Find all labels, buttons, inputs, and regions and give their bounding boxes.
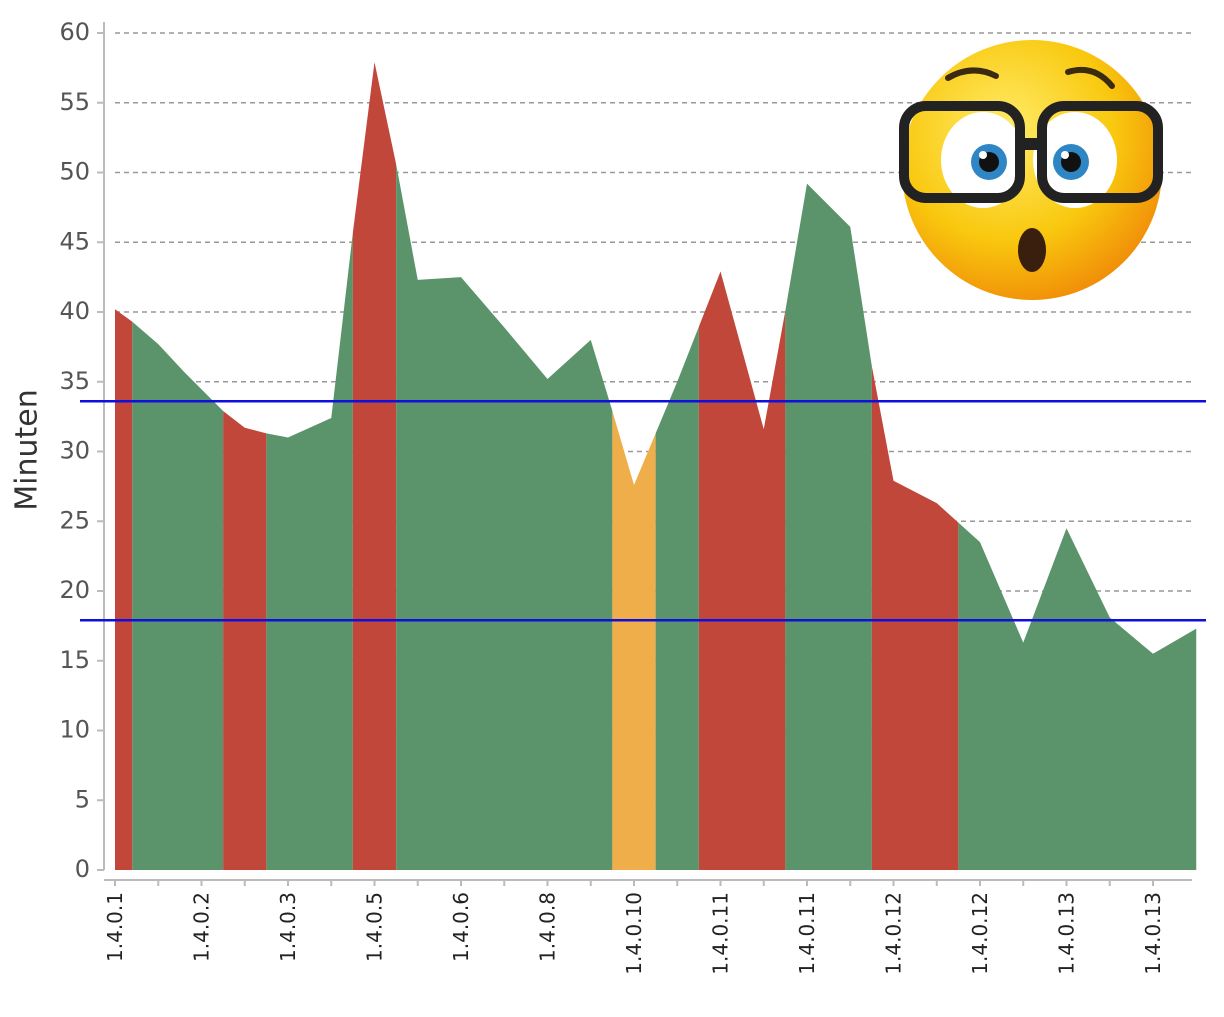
x-tick-label: 1.4.0.12 (882, 892, 906, 975)
y-tick-label: 15 (59, 646, 90, 674)
x-tick-label: 1.4.0.2 (190, 892, 214, 962)
status-band-red (115, 309, 133, 871)
status-band-green (958, 522, 1197, 870)
x-tick-label: 1.4.0.11 (795, 892, 819, 975)
status-band-red (352, 62, 397, 871)
x-tick-labels: 1.4.0.1 1.4.0.2 1.4.0.3 1.4.0.5 1.4.0.6 1.4.0… (103, 892, 1165, 975)
y-tick-label: 50 (59, 158, 90, 186)
y-tick-label: 60 (59, 18, 90, 46)
y-tick-label: 20 (59, 576, 90, 604)
y-tick-label: 25 (59, 506, 90, 534)
x-tick-label: 1.4.0.11 (709, 892, 733, 975)
status-band-red (223, 411, 267, 870)
x-tick-label: 1.4.0.12 (968, 892, 992, 975)
y-tick-label: 45 (59, 227, 90, 255)
surprised-mouth (1018, 228, 1046, 272)
x-tick-label: 1.4.0.8 (536, 892, 560, 962)
status-band-green (396, 164, 613, 870)
status-band-green (655, 326, 699, 871)
y-tick-label: 0 (75, 855, 90, 883)
x-tick-label: 1.4.0.10 (622, 892, 646, 975)
right-eyebrow (1065, 66, 1115, 89)
status-band-green (266, 232, 353, 871)
right-eye-shine (1061, 151, 1069, 159)
y-tick-label: 35 (59, 367, 90, 395)
status-band-green (785, 183, 872, 870)
x-tick-label: 1.4.0.13 (1141, 892, 1165, 975)
glasses-bridge (1018, 138, 1044, 150)
status-band-red (871, 366, 959, 870)
status-band-orange (612, 411, 656, 870)
axes (97, 22, 1192, 886)
x-tick-label: 1.4.0.6 (449, 892, 473, 962)
left-glasses-frame (899, 101, 1025, 203)
y-axis-title: Minuten (10, 389, 45, 510)
right-glasses-frame (1037, 101, 1163, 203)
left-eye-shine (979, 151, 987, 159)
y-tick-label: 10 (59, 716, 90, 744)
x-tick-label: 1.4.0.1 (103, 892, 127, 962)
left-eyebrow (945, 67, 999, 81)
y-tick-label: 40 (59, 297, 90, 325)
x-tick-label: 1.4.0.3 (276, 892, 300, 962)
y-tick-labels: 0 5 10 15 20 25 30 35 40 45 50 55 60 (59, 18, 90, 883)
reference-lines (80, 400, 1206, 622)
status-band-red (698, 271, 786, 870)
surprised-nerd-emoji (899, 40, 1163, 300)
y-tick-label: 5 (75, 785, 90, 813)
y-tick-label: 55 (59, 88, 90, 116)
y-tick-label: 30 (59, 437, 90, 465)
x-tick-label: 1.4.0.13 (1055, 892, 1079, 975)
status-band-green (132, 321, 224, 870)
area-series (115, 62, 1197, 871)
x-tick-label: 1.4.0.5 (363, 892, 387, 962)
